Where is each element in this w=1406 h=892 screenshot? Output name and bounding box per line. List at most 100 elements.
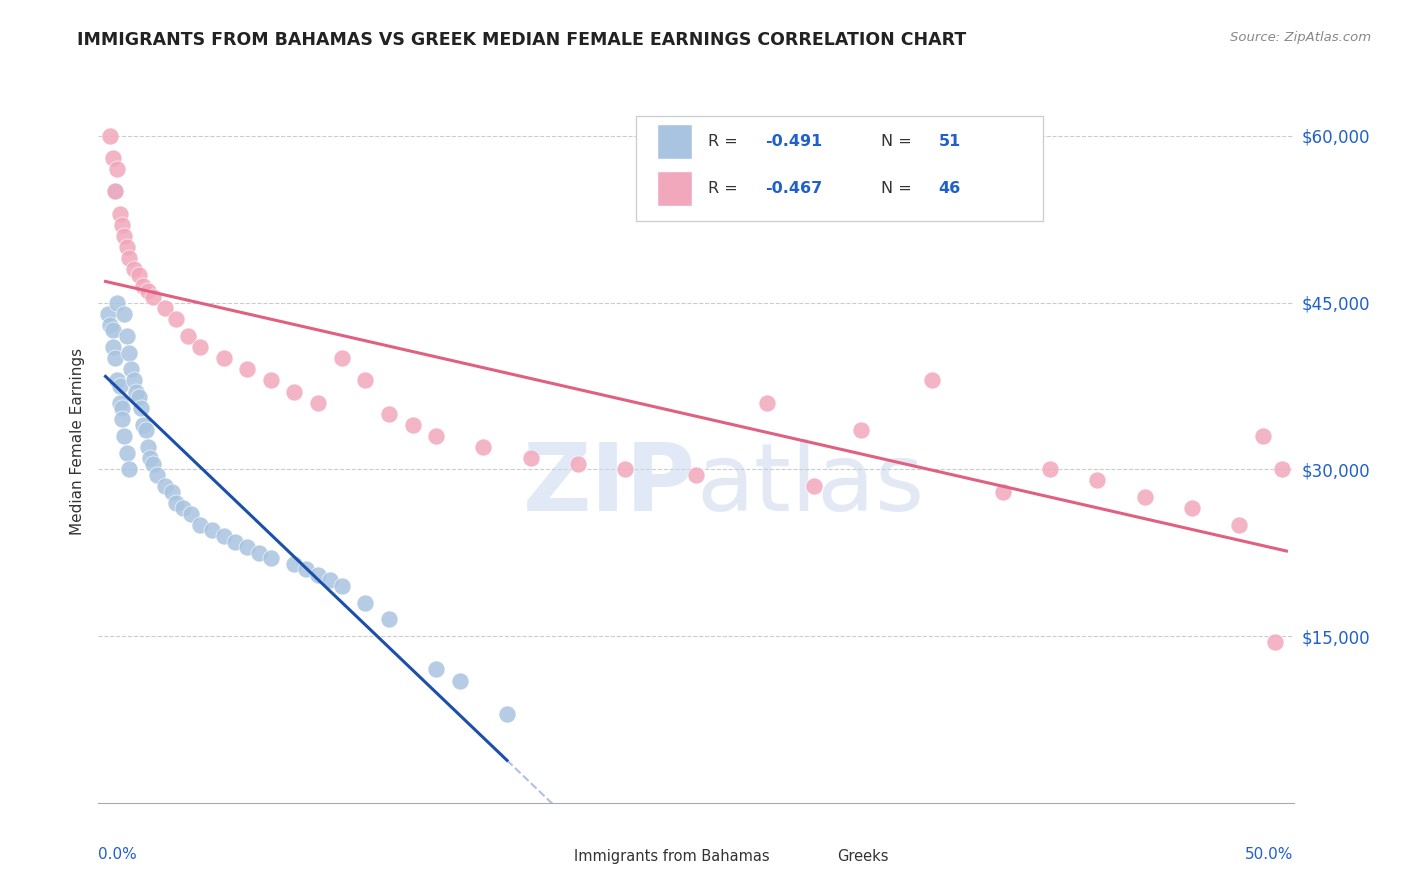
Point bbox=[201, 524, 224, 538]
Point bbox=[188, 340, 211, 354]
Point bbox=[105, 373, 128, 387]
Text: R =: R = bbox=[709, 181, 742, 196]
Point bbox=[104, 185, 127, 199]
Point bbox=[685, 467, 707, 482]
Point bbox=[425, 662, 447, 676]
Point bbox=[135, 424, 157, 438]
Y-axis label: Median Female Earnings: Median Female Earnings bbox=[70, 348, 86, 535]
Point bbox=[101, 340, 124, 354]
Point bbox=[118, 251, 141, 265]
Point bbox=[354, 596, 377, 610]
Point bbox=[97, 307, 120, 321]
Point bbox=[118, 345, 141, 359]
Point bbox=[224, 534, 246, 549]
Point bbox=[139, 451, 162, 466]
Point bbox=[129, 401, 152, 416]
FancyBboxPatch shape bbox=[657, 124, 692, 159]
Point bbox=[108, 395, 131, 409]
Point bbox=[115, 240, 138, 254]
Point bbox=[111, 218, 134, 232]
Point bbox=[165, 312, 187, 326]
Point bbox=[319, 574, 342, 588]
Text: R =: R = bbox=[709, 134, 742, 149]
Point bbox=[283, 384, 305, 399]
Point bbox=[111, 412, 134, 426]
Text: -0.467: -0.467 bbox=[765, 181, 823, 196]
Point bbox=[165, 496, 187, 510]
Point bbox=[472, 440, 495, 454]
Point bbox=[188, 517, 211, 532]
Text: 0.0%: 0.0% bbox=[98, 847, 138, 863]
Point bbox=[146, 467, 169, 482]
Point bbox=[425, 429, 447, 443]
Text: IMMIGRANTS FROM BAHAMAS VS GREEK MEDIAN FEMALE EARNINGS CORRELATION CHART: IMMIGRANTS FROM BAHAMAS VS GREEK MEDIAN … bbox=[77, 31, 966, 49]
Point bbox=[132, 279, 155, 293]
Point bbox=[112, 307, 135, 321]
Point bbox=[307, 568, 329, 582]
Point bbox=[401, 417, 423, 432]
Point bbox=[1039, 462, 1062, 476]
Point bbox=[295, 562, 318, 576]
Point bbox=[496, 706, 519, 721]
Point bbox=[567, 457, 589, 471]
Point bbox=[128, 268, 150, 282]
Point bbox=[354, 373, 377, 387]
Point bbox=[177, 329, 200, 343]
Point bbox=[307, 395, 329, 409]
Text: Immigrants from Bahamas: Immigrants from Bahamas bbox=[574, 849, 769, 864]
Text: atlas: atlas bbox=[696, 439, 924, 531]
Point bbox=[1133, 490, 1156, 504]
Point bbox=[1087, 474, 1109, 488]
FancyBboxPatch shape bbox=[657, 171, 692, 206]
Point bbox=[136, 285, 159, 299]
Point bbox=[98, 318, 121, 332]
Text: 51: 51 bbox=[939, 134, 960, 149]
Text: Source: ZipAtlas.com: Source: ZipAtlas.com bbox=[1230, 31, 1371, 45]
Point bbox=[330, 579, 353, 593]
Point bbox=[98, 128, 121, 143]
FancyBboxPatch shape bbox=[804, 849, 823, 865]
Point bbox=[260, 373, 283, 387]
Point bbox=[132, 417, 155, 432]
Text: -0.491: -0.491 bbox=[765, 134, 823, 149]
Point bbox=[125, 384, 148, 399]
Text: 50.0%: 50.0% bbox=[1246, 847, 1294, 863]
Point bbox=[121, 362, 143, 376]
Text: N =: N = bbox=[882, 134, 917, 149]
Point bbox=[921, 373, 943, 387]
Point bbox=[101, 323, 124, 337]
Point bbox=[122, 373, 145, 387]
FancyBboxPatch shape bbox=[541, 849, 560, 865]
Point bbox=[101, 151, 124, 165]
Point bbox=[614, 462, 637, 476]
Point bbox=[108, 207, 131, 221]
Point bbox=[1271, 462, 1294, 476]
Point bbox=[136, 440, 159, 454]
Point bbox=[105, 162, 128, 177]
Point bbox=[104, 185, 127, 199]
Point bbox=[122, 262, 145, 277]
Point bbox=[991, 484, 1014, 499]
Point bbox=[236, 362, 259, 376]
Point bbox=[1264, 634, 1286, 648]
Point bbox=[378, 407, 401, 421]
Point bbox=[755, 395, 778, 409]
Point bbox=[142, 290, 165, 304]
Point bbox=[803, 479, 825, 493]
Point bbox=[283, 557, 305, 571]
Text: 46: 46 bbox=[939, 181, 960, 196]
Point bbox=[236, 540, 259, 554]
Point bbox=[1227, 517, 1250, 532]
Point bbox=[212, 529, 235, 543]
Point bbox=[105, 295, 128, 310]
Point bbox=[115, 329, 138, 343]
Point bbox=[153, 479, 176, 493]
Point bbox=[378, 612, 401, 626]
Point bbox=[519, 451, 541, 466]
Point bbox=[111, 401, 134, 416]
Point bbox=[153, 301, 176, 315]
Point bbox=[212, 351, 235, 366]
Point bbox=[142, 457, 165, 471]
Point bbox=[104, 351, 127, 366]
Point bbox=[1251, 429, 1274, 443]
